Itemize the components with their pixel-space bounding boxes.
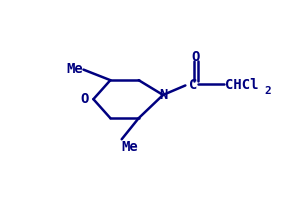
Text: CHCl: CHCl (225, 78, 258, 92)
Text: 2: 2 (265, 86, 271, 96)
Text: O: O (81, 92, 89, 106)
Text: C: C (189, 78, 197, 92)
Text: O: O (192, 50, 200, 64)
Text: Me: Me (67, 62, 83, 76)
Text: Me: Me (122, 140, 138, 154)
Text: N: N (159, 88, 167, 102)
